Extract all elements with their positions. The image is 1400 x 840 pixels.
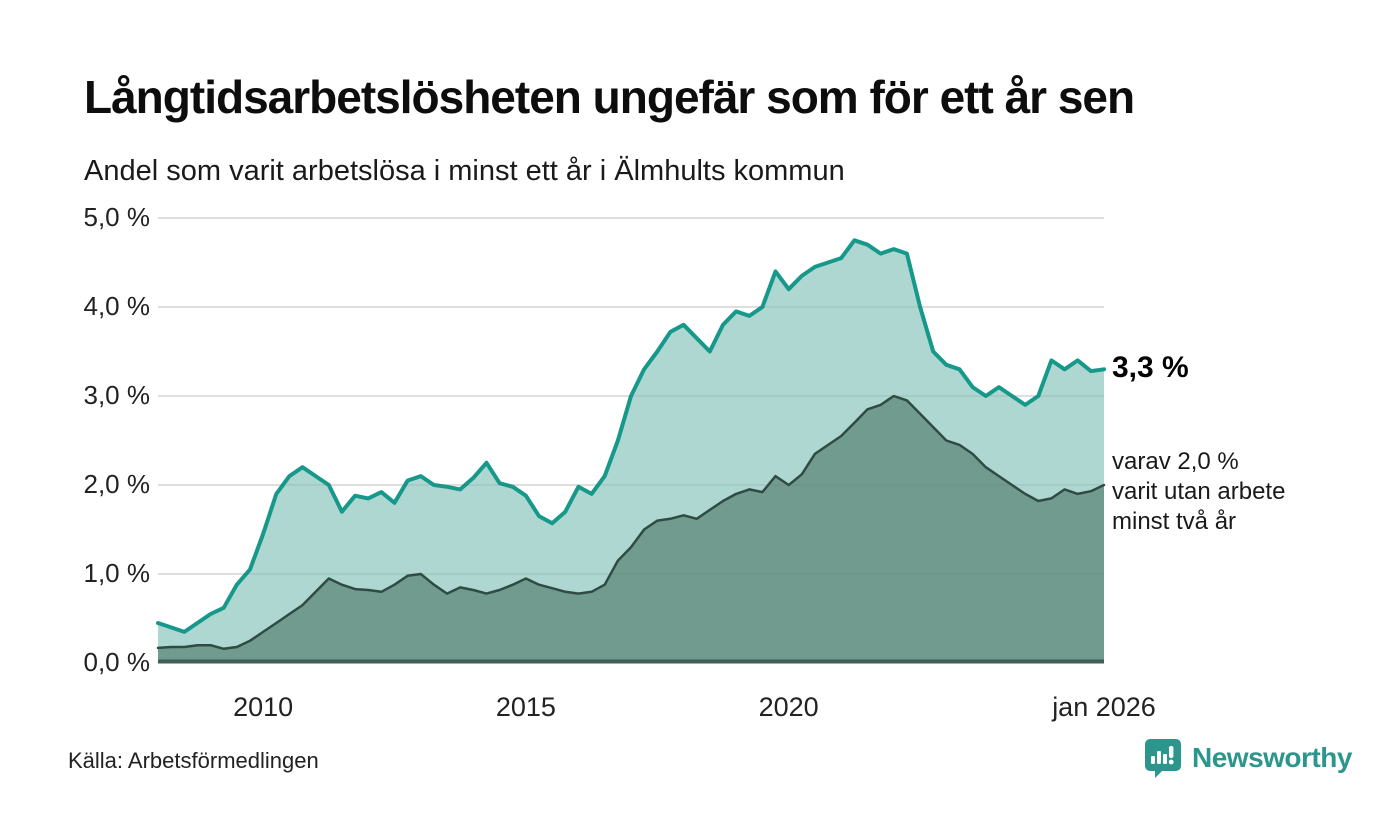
source-note: Källa: Arbetsförmedlingen <box>68 748 319 773</box>
annotation-two-year: varav 2,0 % varit utan arbete minst två … <box>1112 447 1285 537</box>
area-series-two-year <box>158 396 1104 663</box>
y-axis-label: 3,0 % <box>83 380 151 410</box>
page-title: Långtidsarbetslösheten ungefär som för e… <box>84 71 1135 123</box>
annotation-latest-value: 3,3 % <box>1112 351 1189 384</box>
speech-bubble-bar-chart-icon <box>1145 739 1181 778</box>
gridlines-overlay <box>158 217 1104 575</box>
y-axis-label: 5,0 % <box>83 202 151 232</box>
page-subtitle: Andel som varit arbetslösa i minst ett å… <box>84 155 845 187</box>
x-axis-label: 2015 <box>495 692 556 722</box>
annotation-two-year-line2: varit utan arbete <box>1112 478 1286 505</box>
y-axis-label: 4,0 % <box>83 291 151 321</box>
y-axis-label: 2,0 % <box>83 469 151 499</box>
logo-text: Newsworthy <box>1192 742 1352 773</box>
annotation-two-year-line1: varav 2,0 % <box>1112 448 1239 475</box>
newsworthy-logo[interactable]: Newsworthy <box>1143 737 1352 779</box>
annotation-two-year-line3: minst två år <box>1112 508 1237 535</box>
x-axis-label: jan 2026 <box>1052 692 1156 722</box>
y-axis-label: 1,0 % <box>83 558 151 588</box>
line-series-total <box>156 238 1106 634</box>
line-series-two-year <box>156 394 1106 651</box>
x-axis-label: 2020 <box>758 692 819 722</box>
x-axis-label: 2010 <box>233 692 294 722</box>
y-axis-label: 0,0 % <box>83 647 151 677</box>
